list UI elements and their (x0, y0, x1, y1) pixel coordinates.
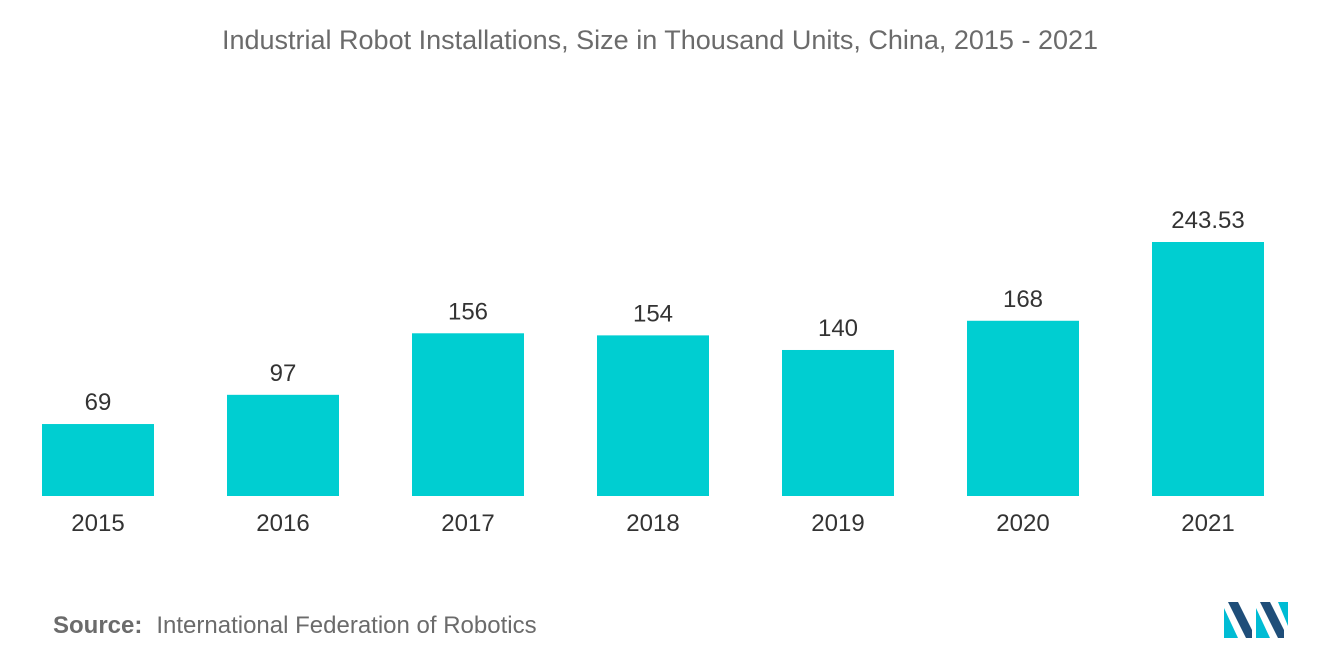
data-label-2017: 156 (448, 298, 488, 325)
data-label-2015: 69 (85, 389, 112, 416)
data-label-2018: 154 (633, 300, 673, 327)
x-tick-label-2020: 2020 (996, 510, 1049, 537)
x-tick-label-2021: 2021 (1181, 510, 1234, 537)
bar-2015 (42, 424, 154, 496)
x-tick-label-2018: 2018 (626, 510, 679, 537)
bar-2020 (967, 320, 1079, 496)
data-label-2021: 243.53 (1171, 207, 1244, 234)
bar-2018 (597, 335, 709, 496)
data-label-2020: 168 (1003, 286, 1043, 313)
chart-title: Industrial Robot Installations, Size in … (221, 25, 1099, 55)
source-text: International Federation of Robotics (156, 612, 537, 639)
bar-2017 (412, 333, 524, 496)
bar-2019 (782, 349, 894, 496)
source-label: Source: (53, 612, 143, 639)
bar-chart: 69 2015 97 2016 156 2017 154 2018 140 2019 168 2020… (42, 207, 1264, 537)
data-label-2019: 140 (818, 315, 858, 342)
data-label-2016: 97 (270, 360, 297, 387)
source-note: Source: International Federation of Robot… (53, 612, 537, 640)
x-tick-label-2019: 2019 (811, 510, 864, 537)
x-tick-label-2016: 2016 (256, 510, 309, 537)
x-tick-label-2017: 2017 (441, 510, 494, 537)
mordor-intelligence-logo-icon (1224, 602, 1288, 638)
x-tick-label-2015: 2015 (71, 510, 124, 537)
bar-2016 (227, 394, 339, 496)
bar-2021 (1152, 242, 1264, 496)
